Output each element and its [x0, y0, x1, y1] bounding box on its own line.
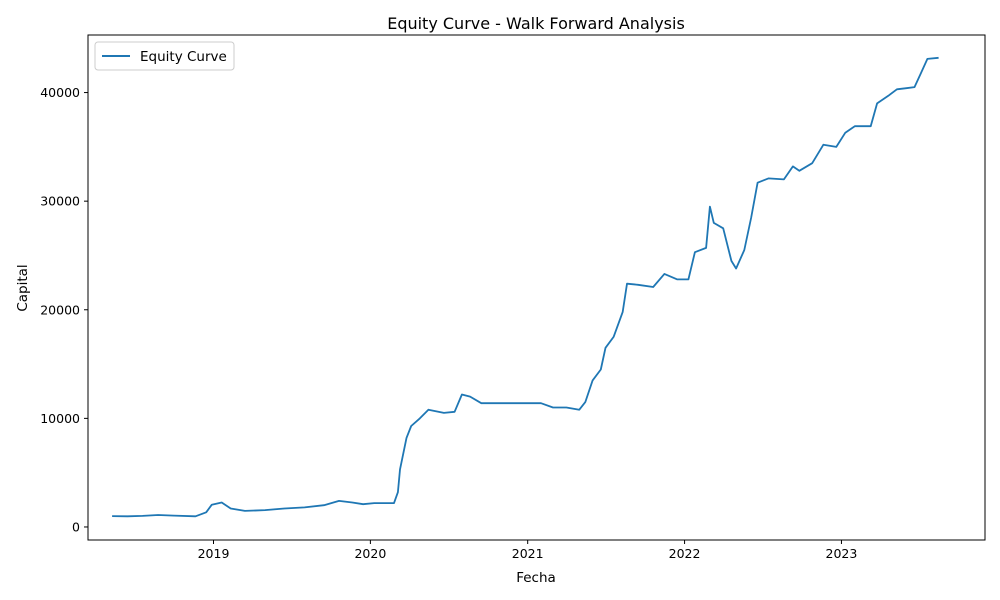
y-tick-label: 10000: [40, 411, 80, 426]
y-tick-label: 40000: [40, 85, 80, 100]
x-tick-label: 2019: [198, 546, 230, 561]
y-axis-label: Capital: [15, 264, 31, 311]
legend-box: [94, 41, 235, 71]
x-tick-label: 2021: [512, 546, 544, 561]
y-tick-label: 20000: [40, 302, 80, 317]
plot-series: [112, 56, 939, 518]
legend: Equity Curve: [94, 41, 235, 71]
y-axis-ticks: 0 10000 20000 30000 40000: [40, 85, 88, 534]
x-axis-label: Fecha: [516, 570, 556, 586]
plot-frame: [87, 34, 986, 541]
legend-label: Equity Curve: [140, 49, 227, 65]
x-tick-label: 2023: [826, 546, 858, 561]
x-tick-label: 2022: [669, 546, 701, 561]
y-tick-label: 0: [72, 519, 80, 534]
x-tick-label: 2020: [354, 546, 386, 561]
chart-title: Equity Curve - Walk Forward Analysis: [387, 14, 685, 33]
series-line-0: [112, 56, 939, 518]
y-tick-label: 30000: [40, 194, 80, 209]
x-axis-ticks: 2019 2020 2021 2022 2023: [198, 540, 858, 561]
